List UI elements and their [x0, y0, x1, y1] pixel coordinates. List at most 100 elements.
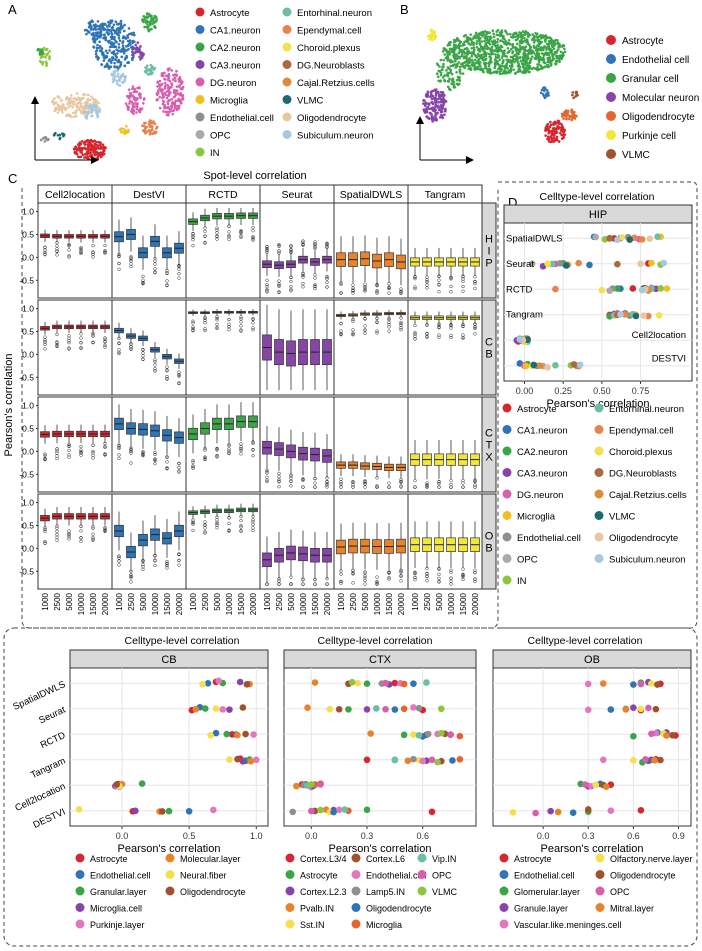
- umap-point-dg: [164, 93, 168, 97]
- umap-point-subiculum: [121, 80, 124, 84]
- umap-point-dg: [142, 97, 146, 100]
- umap-point-microglia: [120, 127, 123, 130]
- scatter-point: [75, 805, 83, 813]
- umap-point-ca1: [120, 26, 124, 30]
- umap-point-ependymal: [152, 122, 156, 125]
- umap-point-ca1: [123, 64, 127, 68]
- legend-d-swatch: [594, 403, 604, 413]
- umap-b-point-granular: [552, 41, 555, 44]
- facet-panel: [37, 493, 113, 590]
- legend-d-swatch: [502, 468, 512, 477]
- scatter-x-tick-label: 0.5: [183, 831, 196, 841]
- umap-point-astrocyte: [93, 142, 97, 146]
- umap-point-ca3: [132, 54, 135, 57]
- umap-b-point-granular: [472, 62, 476, 65]
- legend-d-swatch: [594, 446, 604, 456]
- umap-b-point-granular: [452, 83, 456, 87]
- umap-point-entorhinal: [151, 67, 155, 70]
- scatter-point: [234, 731, 241, 739]
- umap-b-point-astrocyte: [552, 139, 556, 143]
- legend-swatch-ctx: [351, 870, 361, 879]
- umap-point-oligodendrocyte: [58, 108, 61, 112]
- umap-b-point-molecular: [441, 97, 445, 100]
- umap-point-dg: [160, 83, 163, 86]
- legend-d-swatch: [502, 489, 512, 499]
- umap-point-oligodendrocyte: [75, 92, 79, 95]
- umap-b-point-granular: [513, 54, 516, 57]
- umap-b-point-granular: [491, 52, 495, 56]
- scatter-point: [415, 731, 423, 739]
- umap-point-ca1: [97, 27, 100, 31]
- umap-point-dg: [175, 74, 178, 77]
- umap-point-ca1: [114, 54, 118, 58]
- scatter-x-tick-label: 0.00: [516, 386, 534, 396]
- umap-b-point-astrocyte: [555, 138, 559, 142]
- umap-b-point-granular: [472, 41, 476, 45]
- legend-d-label: CA2.neuron: [517, 447, 568, 458]
- scatter-point: [648, 730, 655, 738]
- umap-point-ca1: [107, 59, 111, 63]
- scatter-point: [516, 336, 524, 343]
- umap-point-oligodendrocyte: [56, 103, 60, 107]
- umap-point-dg: [170, 105, 174, 109]
- umap-b-point-granular: [509, 64, 512, 68]
- panel-letter-a: A: [8, 2, 17, 17]
- umap-b-point-oligodendrocyte: [575, 114, 578, 118]
- umap-b-point-granular: [450, 50, 454, 54]
- y-tick-label: 1.0: [22, 401, 34, 411]
- umap-b-point-astrocyte: [553, 120, 557, 124]
- method-strip-label: Tangram: [425, 189, 466, 201]
- umap-b-point-granular: [477, 57, 481, 61]
- y-tick-label: 1.0: [22, 207, 34, 217]
- legend-swatch-cb: [75, 870, 85, 879]
- umap-b-point-granular: [501, 40, 505, 44]
- scatter-point: [215, 677, 222, 685]
- legend-label-ob: Granule.layer: [514, 904, 568, 914]
- scatter-point: [599, 680, 607, 687]
- scatter-point: [410, 704, 417, 711]
- scatter-point: [614, 236, 621, 244]
- umap-point-oligodendrocyte: [69, 100, 73, 103]
- umap-b-point-astrocyte: [561, 136, 565, 140]
- umap-point-ca1: [106, 64, 110, 68]
- umap-point-dg: [166, 83, 170, 87]
- umap-b-point-granular: [502, 50, 505, 53]
- scatter-point: [660, 259, 668, 267]
- umap-point-ca1: [103, 56, 106, 59]
- legend-swatch-cb: [75, 853, 85, 863]
- umap-b-point-granular: [439, 73, 443, 77]
- x-tick-label: 5000: [435, 592, 444, 610]
- umap-point-ca1: [118, 39, 122, 43]
- scatter-point: [554, 808, 562, 816]
- scatter-point: [606, 287, 613, 294]
- umap-point-ca1: [108, 65, 112, 69]
- legend-d-swatch: [502, 446, 512, 456]
- legend-b-label: Purkinje cell: [622, 131, 676, 142]
- umap-point-ca3: [133, 51, 137, 55]
- umap-b-point-astrocyte: [549, 135, 553, 139]
- umap-b-point-granular: [537, 44, 541, 48]
- legend-a-label: VLMC: [297, 96, 324, 107]
- umap-point-ca2: [142, 19, 146, 22]
- umap-b-point-molecular: [444, 108, 447, 112]
- scatter-point: [626, 236, 634, 244]
- umap-point-ca1: [115, 52, 119, 55]
- umap-b-point-granular: [514, 71, 517, 75]
- umap-b-point-granular: [492, 35, 496, 38]
- umap-point-dg: [165, 74, 168, 77]
- umap-b-point-purkinje: [431, 31, 434, 35]
- umap-point-astrocyte: [88, 142, 92, 146]
- umap-b-point-granular: [481, 30, 485, 34]
- scatter-point: [622, 706, 630, 713]
- umap-b-point-granular: [526, 68, 529, 71]
- umap-b-point-astrocyte: [552, 136, 556, 140]
- legend-a-swatch: [282, 95, 292, 104]
- scatter-point: [239, 704, 247, 711]
- umap-b-point-granular: [506, 60, 510, 63]
- legend-b-label: Molecular neuron: [622, 93, 699, 104]
- umap-b-point-molecular: [439, 110, 443, 114]
- umap-b-point-granular: [461, 52, 464, 56]
- umap-point-astrocyte: [90, 147, 94, 150]
- scatter-point: [552, 361, 559, 369]
- umap-b-point-granular: [476, 52, 480, 56]
